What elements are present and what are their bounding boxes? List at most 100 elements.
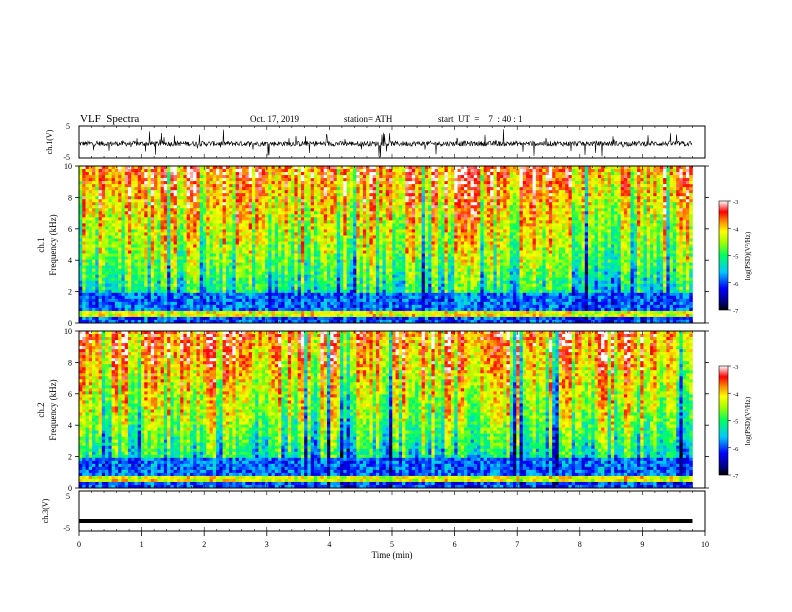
psd-cell [248,166,253,170]
psd-cell [434,181,439,185]
psd-cell [163,220,168,224]
psd-cell [287,220,292,224]
psd-cell [503,196,507,200]
psd-cell [597,184,602,188]
psd-cell [395,169,400,173]
psd-cell [499,187,504,191]
psd-cell [614,199,618,203]
psd-cell [157,226,161,230]
psd-cell [186,235,191,239]
psd-cell [147,175,152,179]
psd-cell [398,217,403,221]
psd-cell [85,193,90,197]
psd-cell [118,235,122,239]
psd-cell [467,229,471,233]
psd-cell [480,238,484,242]
psd-cell [268,202,272,206]
psd-cell [607,208,612,212]
psd-cell [304,226,308,230]
psd-cell [646,169,651,173]
psd-cell [637,169,641,173]
psd-cell [526,238,530,242]
psd-cell [343,175,347,179]
psd-cell [457,238,462,242]
psd-cell [672,181,677,185]
psd-cell [330,175,334,179]
psd-cell [470,223,475,227]
psd-cell [336,244,341,248]
psd-cell [385,199,390,203]
psd-cell [366,211,370,215]
psd-cell [323,178,328,182]
psd-cell [490,229,494,233]
psd-cell [529,232,533,236]
psd-cell [552,211,556,215]
psd-cell [676,187,680,191]
psd-cell [640,205,644,209]
psd-cell [457,223,462,227]
psd-cell [513,220,517,224]
psd-cell [274,238,279,242]
ch1-waveform-line [79,129,693,158]
psd-cell [395,223,400,227]
psd-cell [627,226,631,230]
psd-cell [313,238,318,242]
psd-cell [490,184,494,188]
psd-cell [209,172,214,176]
psd-cell [336,208,341,212]
psd-cell [532,175,537,179]
psd-cell [408,214,413,218]
psd-cell [470,208,475,212]
psd-cell [375,181,380,185]
psd-cell [79,199,83,203]
psd-cell [134,202,139,206]
psd-cell [304,169,308,173]
psd-cell [385,181,390,185]
psd-cell [160,184,165,188]
psd-cell [526,211,530,215]
psd-cell [167,196,171,200]
psd-cell [483,220,488,224]
psd-cell [663,193,667,197]
psd-cell [444,229,449,233]
psd-cell [578,238,582,242]
psd-cell [405,193,409,197]
psd-cell [637,205,641,209]
psd-cell [519,220,524,224]
psd-cell [206,166,210,170]
psd-cell [418,187,422,191]
psd-cell [666,220,670,224]
psd-cell [346,205,351,209]
psd-cell [173,205,178,209]
psd-cell [676,211,680,215]
psd-cell [141,241,145,245]
psd-cell [307,211,311,215]
psd-cell [310,229,315,233]
psd-cell [555,217,559,221]
psd-cell [437,202,442,206]
psd-cell [294,169,298,173]
psd-cell [503,235,507,239]
psd-cell [291,166,295,170]
psd-cell [385,238,390,242]
psd-cell [196,190,201,194]
psd-cell [82,208,86,212]
psd-cell [643,187,648,191]
psd-cell [627,181,631,185]
psd-cell [437,169,442,173]
psd-cell [369,205,373,209]
psd-cell [441,214,445,218]
psd-cell [121,187,125,191]
psd-cell [124,199,129,203]
psd-cell [160,190,165,194]
psd-cell [568,169,573,173]
psd-cell [483,166,488,170]
psd-cell [141,211,145,215]
psd-cell [278,169,282,173]
psd-cell [186,178,191,182]
psd-cell [451,220,455,224]
psd-cell [372,172,377,176]
psd-cell [499,238,504,242]
psd-cell [251,244,256,248]
psd-cell [539,226,543,230]
